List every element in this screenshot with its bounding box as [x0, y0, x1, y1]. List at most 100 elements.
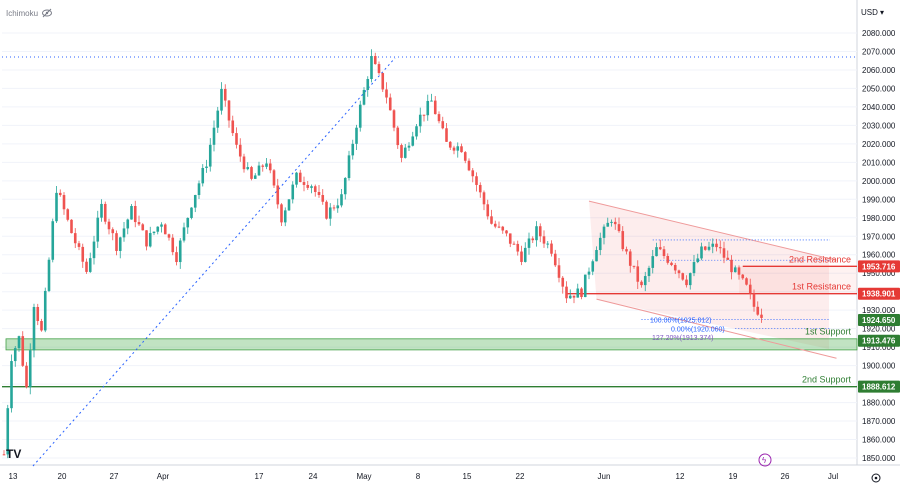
descending-channel-fill	[589, 201, 829, 349]
candle-body	[745, 278, 748, 285]
candle-body	[332, 207, 336, 209]
candle-body	[700, 246, 703, 259]
candle-body	[748, 284, 752, 294]
candle-body	[291, 184, 295, 200]
candle-body	[595, 250, 598, 262]
candle-body	[703, 246, 707, 250]
candle-body	[81, 246, 85, 262]
candle-body	[193, 195, 197, 208]
candle-body	[546, 243, 550, 245]
candle-body	[666, 256, 670, 263]
indicator-label[interactable]: Ichimoku	[6, 9, 38, 18]
x-tick-label: 24	[309, 472, 318, 481]
candle-body	[351, 143, 355, 156]
candle-body	[685, 279, 688, 286]
candle-body	[561, 277, 565, 287]
candle-body	[538, 226, 542, 237]
svg-text:TV: TV	[6, 447, 21, 461]
y-tick-label: 1850.000	[862, 454, 896, 463]
price-tag	[858, 287, 900, 300]
fib-label: 127.20%(1913.374)	[652, 335, 714, 342]
candle-body	[441, 121, 445, 129]
candle-body	[437, 114, 441, 122]
x-tick-label: 27	[110, 472, 119, 481]
candle-body	[227, 100, 231, 121]
candle-body	[508, 233, 512, 244]
zones-layer	[5, 201, 858, 351]
candle-body	[591, 261, 595, 272]
candle-body	[576, 288, 580, 298]
candle-body	[512, 243, 516, 245]
candle-body	[497, 226, 501, 228]
candle-body	[171, 237, 175, 253]
y-tick-label: 2080.000	[862, 29, 896, 38]
candle-body	[28, 350, 32, 388]
candle-body	[415, 126, 418, 137]
candle-body	[733, 267, 737, 273]
candle-body	[636, 266, 640, 282]
candle-body	[673, 264, 677, 271]
settings-gear-icon[interactable]	[871, 473, 881, 483]
tradingview-logo-icon[interactable]: TV	[6, 447, 21, 461]
candle-body	[47, 259, 51, 291]
support-zone	[5, 338, 858, 351]
candle-body	[317, 192, 321, 196]
candle-body	[145, 230, 148, 247]
x-tick-label: 19	[729, 472, 738, 481]
y-tick-label: 2020.000	[862, 140, 896, 149]
candle-body	[111, 229, 115, 234]
replay-icon[interactable]: ϟ	[758, 453, 772, 467]
candle-body	[287, 199, 291, 211]
candle-body	[598, 237, 602, 251]
candle-body	[381, 73, 385, 90]
candle-body	[130, 205, 133, 220]
candle-body	[51, 221, 55, 260]
x-tick-label: Jul	[828, 472, 838, 481]
candle-body	[688, 273, 692, 286]
candle-body	[501, 226, 505, 231]
visibility-eye-icon[interactable]	[42, 8, 52, 18]
price-tag	[858, 260, 900, 273]
candle-body	[583, 274, 587, 298]
y-tick-label: 1980.000	[862, 214, 896, 223]
x-tick-label: 13	[9, 472, 18, 481]
candle-body	[2, 454, 6, 456]
candle-body	[411, 136, 415, 146]
candle-body	[456, 146, 460, 151]
candle-body	[392, 110, 396, 128]
candle-body	[535, 226, 538, 241]
channel-upper	[588, 200, 837, 261]
candle-body	[253, 175, 257, 179]
x-tick-label: 8	[416, 472, 421, 481]
x-tick-label: Jun	[598, 472, 611, 481]
candle-body	[21, 336, 25, 366]
time-axis[interactable]: 13 20 27 Apr 17 24 May 8 15 22 Jun 12 19 26 Jul	[9, 472, 839, 481]
candle-body	[118, 237, 122, 251]
candle-body	[17, 336, 21, 349]
candle-body	[606, 222, 610, 227]
candle-body	[628, 251, 632, 266]
candle-body	[58, 192, 62, 196]
candle-body	[662, 249, 666, 257]
candle-body	[651, 256, 655, 268]
candle-body	[572, 295, 576, 298]
currency-label[interactable]: USD	[861, 8, 878, 17]
candle-body	[100, 203, 103, 218]
candle-body	[640, 281, 643, 286]
y-tick-label: 2000.000	[862, 177, 896, 186]
candle-body	[580, 288, 583, 298]
candle-body	[722, 248, 726, 258]
candle-body	[66, 209, 70, 220]
candle-body	[523, 247, 527, 262]
candle-body	[257, 165, 261, 176]
candle-body	[340, 194, 343, 206]
candle-body	[452, 147, 456, 151]
price-tag-label: 1913.476	[862, 337, 896, 346]
candle-body	[280, 204, 283, 223]
currency-dropdown-icon[interactable]: ▾	[880, 8, 884, 17]
candle-body	[553, 253, 557, 266]
candle-body	[62, 195, 66, 210]
candle-body	[632, 265, 636, 267]
